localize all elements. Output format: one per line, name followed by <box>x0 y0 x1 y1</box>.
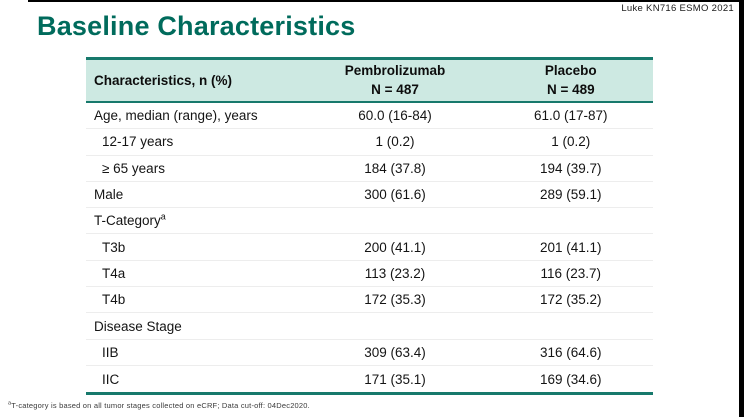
table-row-male: Male 300 (61.6) 289 (59.1) <box>86 182 653 209</box>
row-value-placebo: 116 (23.7) <box>540 265 602 281</box>
row-value-placebo: 201 (41.1) <box>540 239 602 255</box>
row-value-pembrolizumab: 171 (35.1) <box>364 371 426 387</box>
table-row-age-ge65: ≥ 65 years 184 (37.8) 194 (39.7) <box>86 156 653 182</box>
header-characteristics: Characteristics, n (%) <box>94 73 233 88</box>
row-value-pembrolizumab: 309 (63.4) <box>364 344 426 360</box>
row-value-placebo: 316 (64.6) <box>540 344 602 360</box>
header-placebo-n: N = 489 <box>546 81 595 97</box>
table-row-age-12-17: 12-17 years 1 (0.2) 1 (0.2) <box>86 129 653 156</box>
table-row-age: Age, median (range), years 60.0 (16-84) … <box>86 103 653 130</box>
header-pembrolizumab-n: N = 487 <box>371 81 419 97</box>
table-row-t4b: T4b 172 (35.3) 172 (35.2) <box>86 287 653 314</box>
table-row-iib: IIB 309 (63.4) 316 (64.6) <box>86 340 653 366</box>
slide-top-border <box>28 0 744 2</box>
row-label: ≥ 65 years <box>102 160 165 176</box>
table-row-disease-stage: Disease Stage <box>86 313 653 340</box>
table-row-t-category: T-Categorya <box>86 208 653 235</box>
row-value-placebo: 194 (39.7) <box>540 160 602 176</box>
row-label: Disease Stage <box>94 318 182 334</box>
baseline-characteristics-table: Characteristics, n (%) Pembrolizumab N =… <box>86 57 653 396</box>
row-label: T4b <box>102 292 126 308</box>
footnote-marker: a <box>160 211 166 222</box>
row-value-placebo: 169 (34.6) <box>540 371 602 387</box>
row-label: T3b <box>102 239 126 255</box>
footnote: aT-category is based on all tumor stages… <box>8 401 310 410</box>
table-row-t4a: T4a 113 (23.2) 116 (23.7) <box>86 261 653 288</box>
header-pembrolizumab-name: Pembrolizumab <box>344 63 446 79</box>
slide-right-border <box>739 0 744 417</box>
row-value-placebo: 289 (59.1) <box>540 187 602 203</box>
row-label-text: T-Category <box>94 213 161 229</box>
footnote-text: T-category is based on all tumor stages … <box>11 401 310 410</box>
page-title: Baseline Characteristics <box>37 11 356 41</box>
row-label: 12-17 years <box>102 134 174 150</box>
row-value-pembrolizumab: 1 (0.2) <box>375 134 415 150</box>
row-value-placebo: 1 (0.2) <box>551 134 591 150</box>
footnote-sup: a <box>8 400 12 407</box>
header-placebo: Placebo N = 489 <box>489 62 653 98</box>
row-value-pembrolizumab: 300 (61.6) <box>364 187 426 203</box>
table-row-t3b: T3b 200 (41.1) 201 (41.1) <box>86 234 653 261</box>
row-label: Male <box>94 187 124 203</box>
row-value-pembrolizumab: 172 (35.3) <box>364 292 426 308</box>
attribution-text: Luke KN716 ESMO 2021 <box>621 3 734 14</box>
row-value-placebo: 61.0 (17-87) <box>534 108 608 124</box>
header-placebo-name: Placebo <box>544 63 597 79</box>
row-value-pembrolizumab: 113 (23.2) <box>364 265 426 281</box>
row-value-pembrolizumab: 184 (37.8) <box>364 160 426 176</box>
row-label: T4a <box>102 265 126 281</box>
row-value-placebo: 172 (35.2) <box>540 292 602 308</box>
row-label: Age, median (range), years <box>94 108 258 124</box>
row-label: IIB <box>102 344 119 360</box>
row-value-pembrolizumab: 200 (41.1) <box>364 239 426 255</box>
row-value-pembrolizumab: 60.0 (16-84) <box>358 108 432 124</box>
table-body: Age, median (range), years 60.0 (16-84) … <box>86 103 653 392</box>
header-pembrolizumab: Pembrolizumab N = 487 <box>301 62 488 98</box>
row-label: IIC <box>102 371 120 387</box>
table-header-row: Characteristics, n (%) Pembrolizumab N =… <box>86 60 653 103</box>
table-row-iic: IIC 171 (35.1) 169 (34.6) <box>86 366 653 392</box>
row-label: T-Categorya <box>86 211 301 229</box>
